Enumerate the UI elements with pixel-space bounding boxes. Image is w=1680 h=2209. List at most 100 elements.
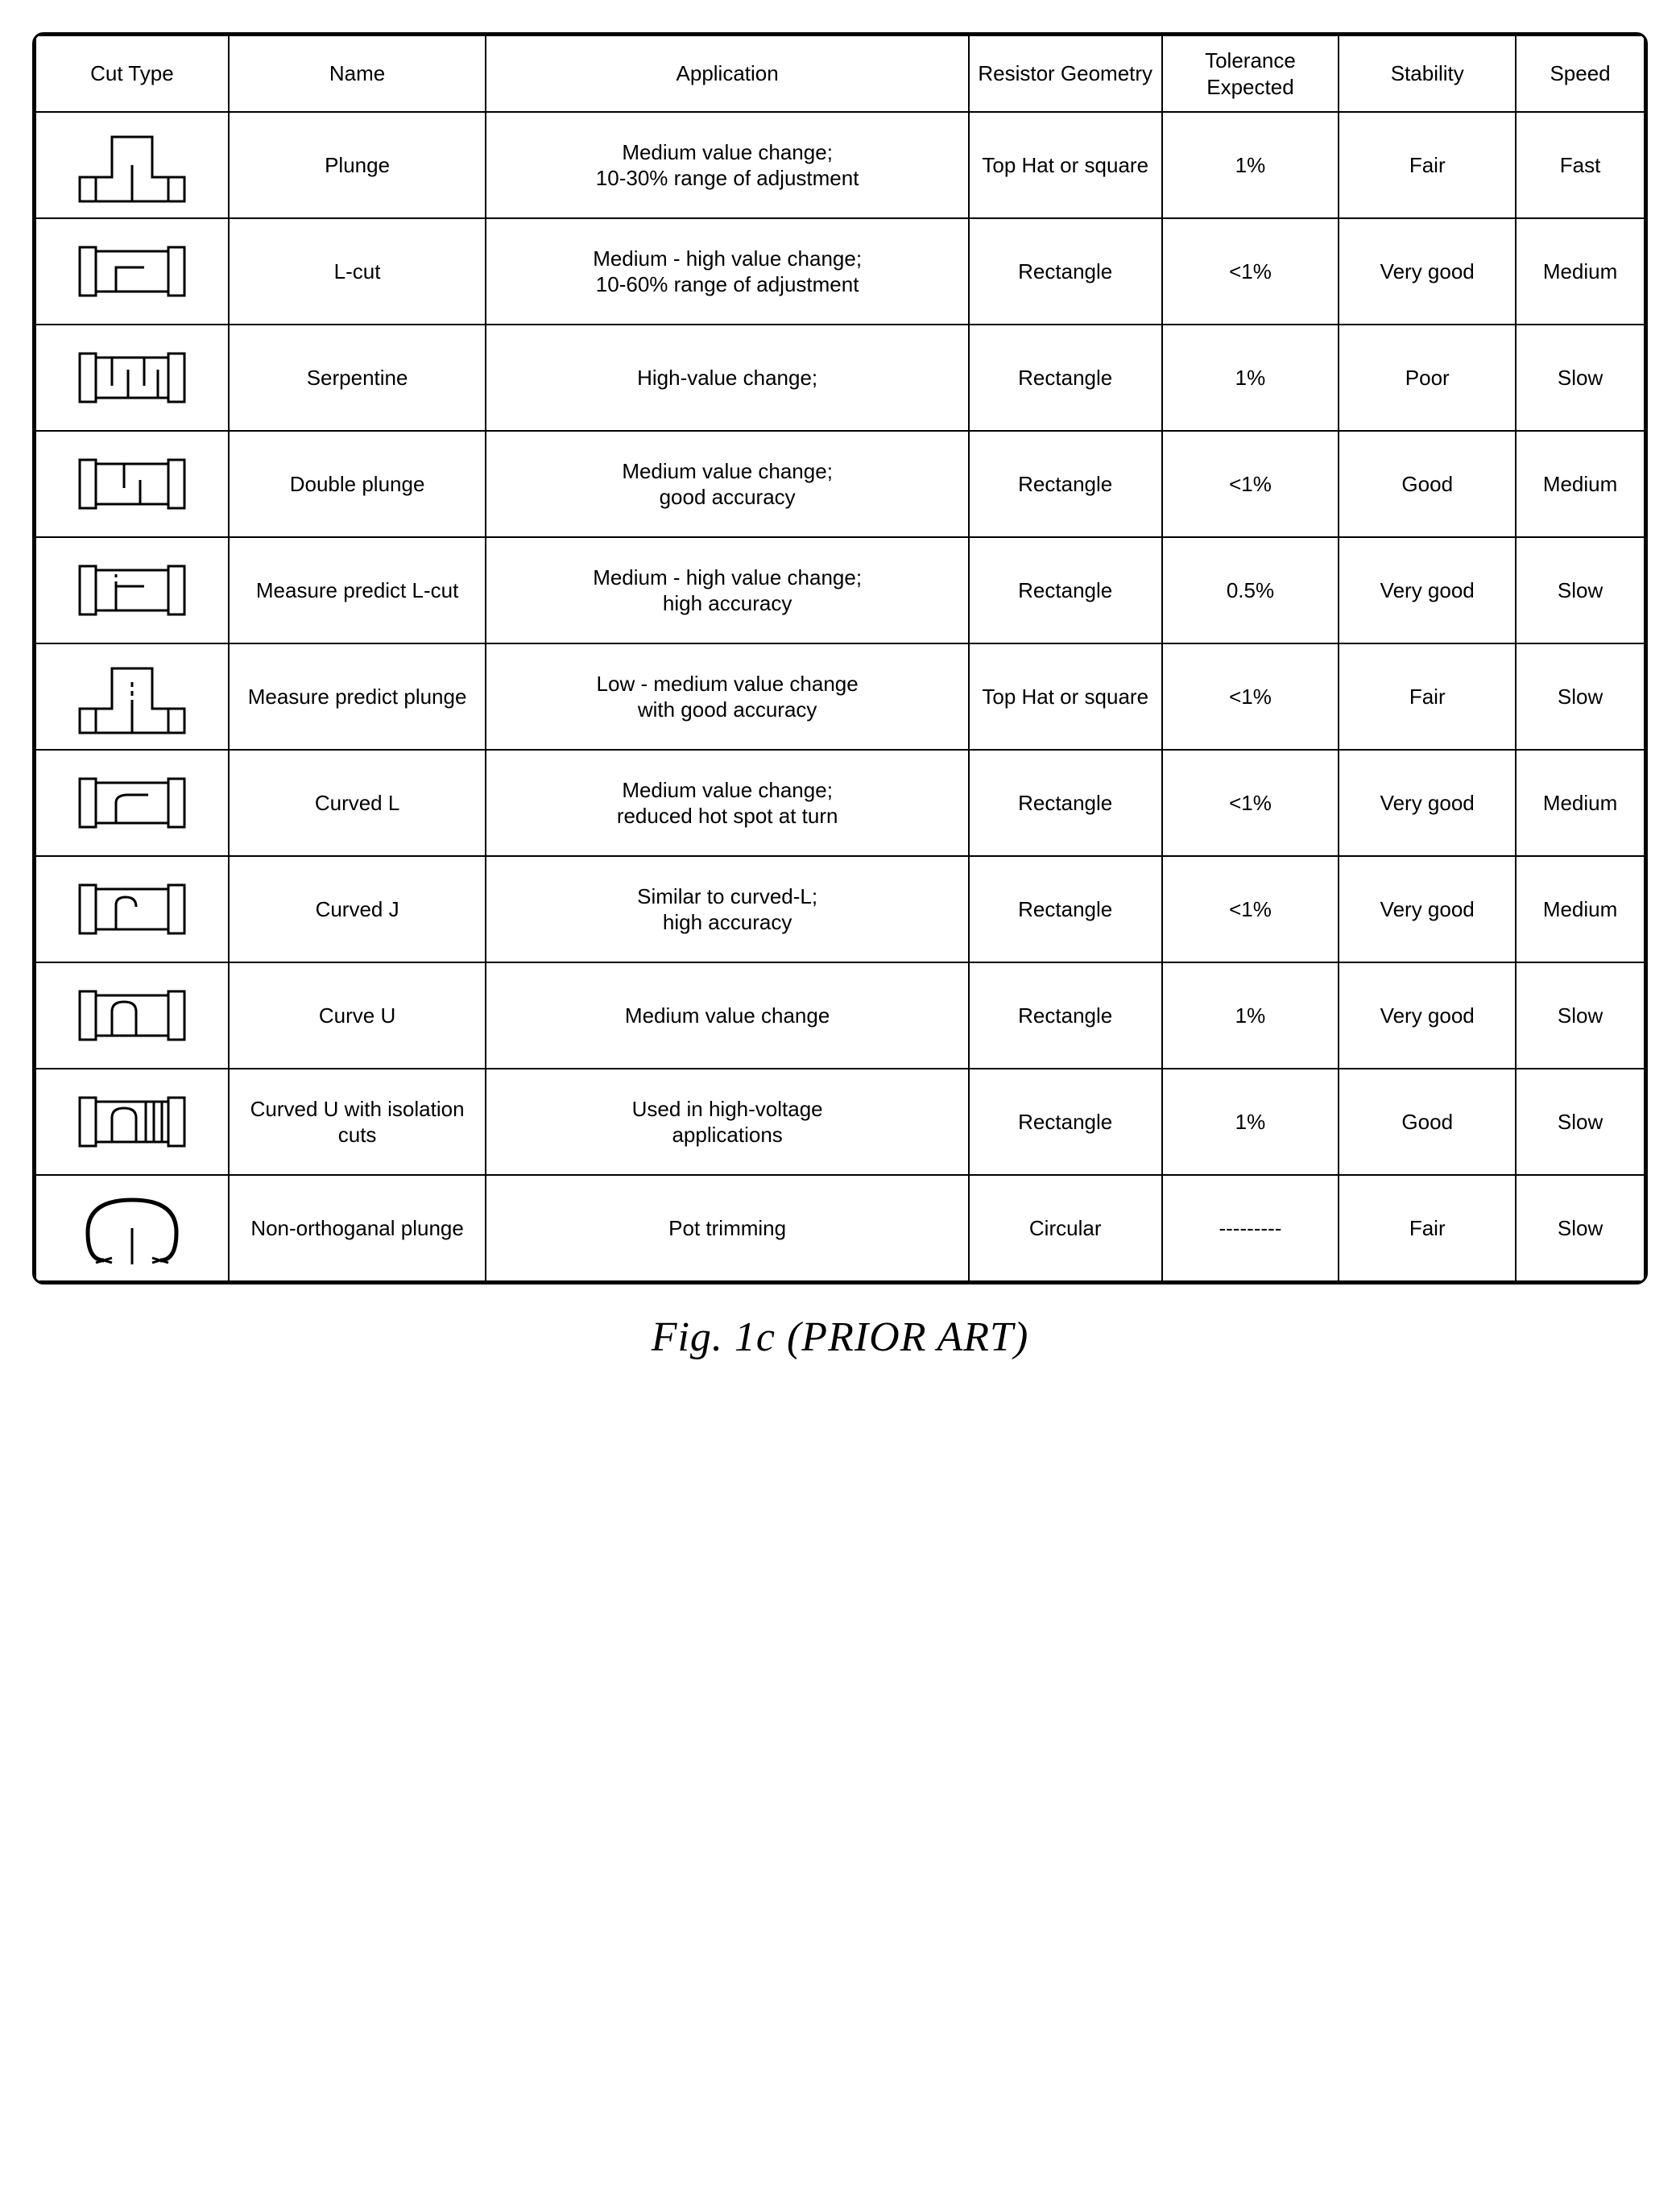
application-cell: Similar to curved-L;high accuracy: [486, 856, 968, 962]
speed-cell: Medium: [1516, 750, 1645, 856]
geometry-cell: Rectangle: [969, 962, 1162, 1069]
geometry-cell: Circular: [969, 1175, 1162, 1281]
stability-cell: Fair: [1339, 1175, 1516, 1281]
geometry-cell: Rectangle: [969, 218, 1162, 325]
stability-cell: Very good: [1339, 537, 1516, 643]
name-cell: Curved U with isolation cuts: [229, 1069, 486, 1175]
table-row: Measure predict plungeLow - medium value…: [35, 643, 1645, 750]
geometry-cell: Rectangle: [969, 537, 1162, 643]
speed-cell: Fast: [1516, 112, 1645, 218]
name-cell: Serpentine: [229, 325, 486, 431]
figure-caption: Fig. 1c (PRIOR ART): [32, 1313, 1648, 1361]
table-row: Curved LMedium value change;reduced hot …: [35, 750, 1645, 856]
name-cell: Curved L: [229, 750, 486, 856]
cut-type-icon: [35, 1175, 229, 1281]
name-cell: Non-orthoganal plunge: [229, 1175, 486, 1281]
speed-cell: Slow: [1516, 643, 1645, 750]
geometry-cell: Rectangle: [969, 325, 1162, 431]
table-row: L-cutMedium - high value change;10-60% r…: [35, 218, 1645, 325]
tolerance-cell: 1%: [1162, 325, 1339, 431]
header-name: Name: [229, 35, 486, 112]
stability-cell: Fair: [1339, 112, 1516, 218]
application-cell: Medium - high value change;high accuracy: [486, 537, 968, 643]
header-stab: Stability: [1339, 35, 1516, 112]
table-row: Measure predict L-cutMedium - high value…: [35, 537, 1645, 643]
tolerance-cell: 1%: [1162, 1069, 1339, 1175]
table-row: Curved U with isolation cutsUsed in high…: [35, 1069, 1645, 1175]
application-cell: Medium - high value change;10-60% range …: [486, 218, 968, 325]
geometry-cell: Rectangle: [969, 1069, 1162, 1175]
name-cell: Curve U: [229, 962, 486, 1069]
speed-cell: Slow: [1516, 325, 1645, 431]
table-row: Curve UMedium value changeRectangle1%Ver…: [35, 962, 1645, 1069]
geometry-cell: Top Hat or square: [969, 643, 1162, 750]
tolerance-cell: 1%: [1162, 112, 1339, 218]
tolerance-cell: <1%: [1162, 431, 1339, 537]
name-cell: Curved J: [229, 856, 486, 962]
application-cell: Medium value change;10-30% range of adju…: [486, 112, 968, 218]
geometry-cell: Rectangle: [969, 431, 1162, 537]
stability-cell: Very good: [1339, 218, 1516, 325]
name-cell: Double plunge: [229, 431, 486, 537]
header-geom: Resistor Geometry: [969, 35, 1162, 112]
name-cell: Plunge: [229, 112, 486, 218]
header-tol: Tolerance Expected: [1162, 35, 1339, 112]
stability-cell: Very good: [1339, 962, 1516, 1069]
stability-cell: Good: [1339, 1069, 1516, 1175]
name-cell: L-cut: [229, 218, 486, 325]
cut-type-table: Cut Type Name Application Resistor Geome…: [32, 32, 1648, 1284]
stability-cell: Fair: [1339, 643, 1516, 750]
cut-type-icon: [35, 112, 229, 218]
tolerance-cell: <1%: [1162, 856, 1339, 962]
table: Cut Type Name Application Resistor Geome…: [35, 35, 1645, 1282]
application-cell: Medium value change: [486, 962, 968, 1069]
cut-type-icon: [35, 750, 229, 856]
speed-cell: Slow: [1516, 1069, 1645, 1175]
table-row: Curved JSimilar to curved-L;high accurac…: [35, 856, 1645, 962]
cut-type-icon: [35, 431, 229, 537]
tolerance-cell: ---------: [1162, 1175, 1339, 1281]
header-speed: Speed: [1516, 35, 1645, 112]
cut-type-icon: [35, 1069, 229, 1175]
table-body: PlungeMedium value change;10-30% range o…: [35, 112, 1645, 1281]
stability-cell: Good: [1339, 431, 1516, 537]
name-cell: Measure predict L-cut: [229, 537, 486, 643]
tolerance-cell: 1%: [1162, 962, 1339, 1069]
speed-cell: Slow: [1516, 1175, 1645, 1281]
application-cell: High-value change;: [486, 325, 968, 431]
tolerance-cell: 0.5%: [1162, 537, 1339, 643]
cut-type-icon: [35, 643, 229, 750]
tolerance-cell: <1%: [1162, 218, 1339, 325]
cut-type-icon: [35, 856, 229, 962]
application-cell: Used in high-voltageapplications: [486, 1069, 968, 1175]
application-cell: Pot trimming: [486, 1175, 968, 1281]
header-app: Application: [486, 35, 968, 112]
tolerance-cell: <1%: [1162, 643, 1339, 750]
geometry-cell: Rectangle: [969, 750, 1162, 856]
table-row: Non-orthoganal plungePot trimmingCircula…: [35, 1175, 1645, 1281]
speed-cell: Slow: [1516, 537, 1645, 643]
cut-type-icon: [35, 537, 229, 643]
tolerance-cell: <1%: [1162, 750, 1339, 856]
application-cell: Medium value change;reduced hot spot at …: [486, 750, 968, 856]
table-row: Double plungeMedium value change;good ac…: [35, 431, 1645, 537]
header-cut-type: Cut Type: [35, 35, 229, 112]
stability-cell: Very good: [1339, 750, 1516, 856]
speed-cell: Slow: [1516, 962, 1645, 1069]
cut-type-icon: [35, 962, 229, 1069]
speed-cell: Medium: [1516, 218, 1645, 325]
speed-cell: Medium: [1516, 431, 1645, 537]
application-cell: Low - medium value changewith good accur…: [486, 643, 968, 750]
speed-cell: Medium: [1516, 856, 1645, 962]
geometry-cell: Rectangle: [969, 856, 1162, 962]
name-cell: Measure predict plunge: [229, 643, 486, 750]
cut-type-icon: [35, 325, 229, 431]
table-row: SerpentineHigh-value change;Rectangle1%P…: [35, 325, 1645, 431]
application-cell: Medium value change;good accuracy: [486, 431, 968, 537]
table-header-row: Cut Type Name Application Resistor Geome…: [35, 35, 1645, 112]
stability-cell: Very good: [1339, 856, 1516, 962]
stability-cell: Poor: [1339, 325, 1516, 431]
cut-type-icon: [35, 218, 229, 325]
geometry-cell: Top Hat or square: [969, 112, 1162, 218]
table-row: PlungeMedium value change;10-30% range o…: [35, 112, 1645, 218]
